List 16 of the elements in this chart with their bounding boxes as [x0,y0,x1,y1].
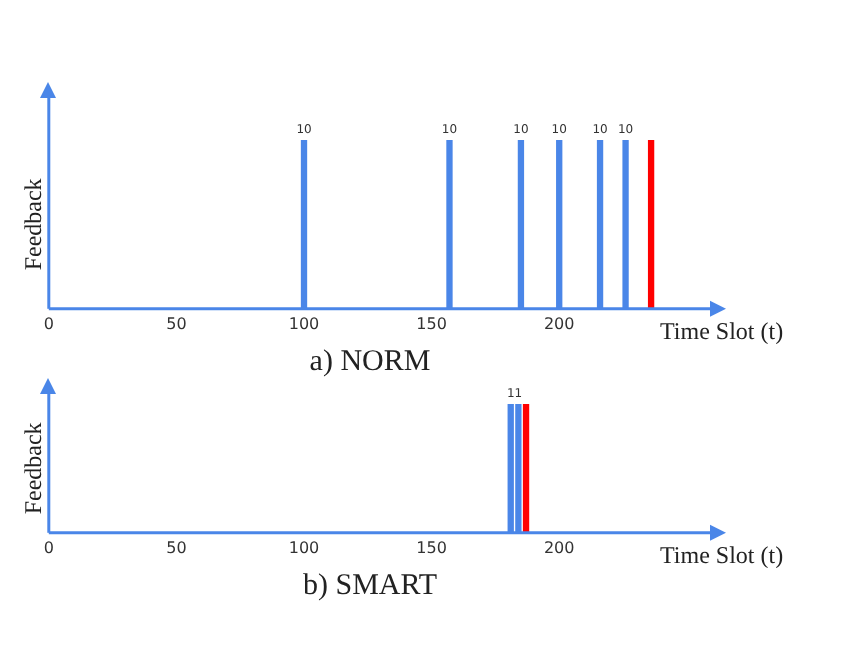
x-tick-label: 100 [288,538,320,557]
y-axis-title: Feedback [18,422,47,515]
y-axis-title: Feedback [18,178,47,271]
x-tick-label: 150 [416,314,447,333]
x-tick-label: 0 [43,538,54,557]
x-tick-label: 200 [543,314,575,333]
x-tick-label: 50 [166,314,187,333]
x-tick-label: 0 [43,314,54,333]
x-tick-label: 200 [543,538,575,557]
x-tick-label: 150 [416,538,447,557]
x-tick-label: 100 [288,314,320,333]
x-axis-title: Time Slot (t) [660,317,784,346]
text: a) NORM [309,345,431,378]
x-tick-label: 50 [166,538,187,557]
text: b) SMART [302,569,438,602]
x-axis-title: Time Slot (t) [660,541,784,570]
